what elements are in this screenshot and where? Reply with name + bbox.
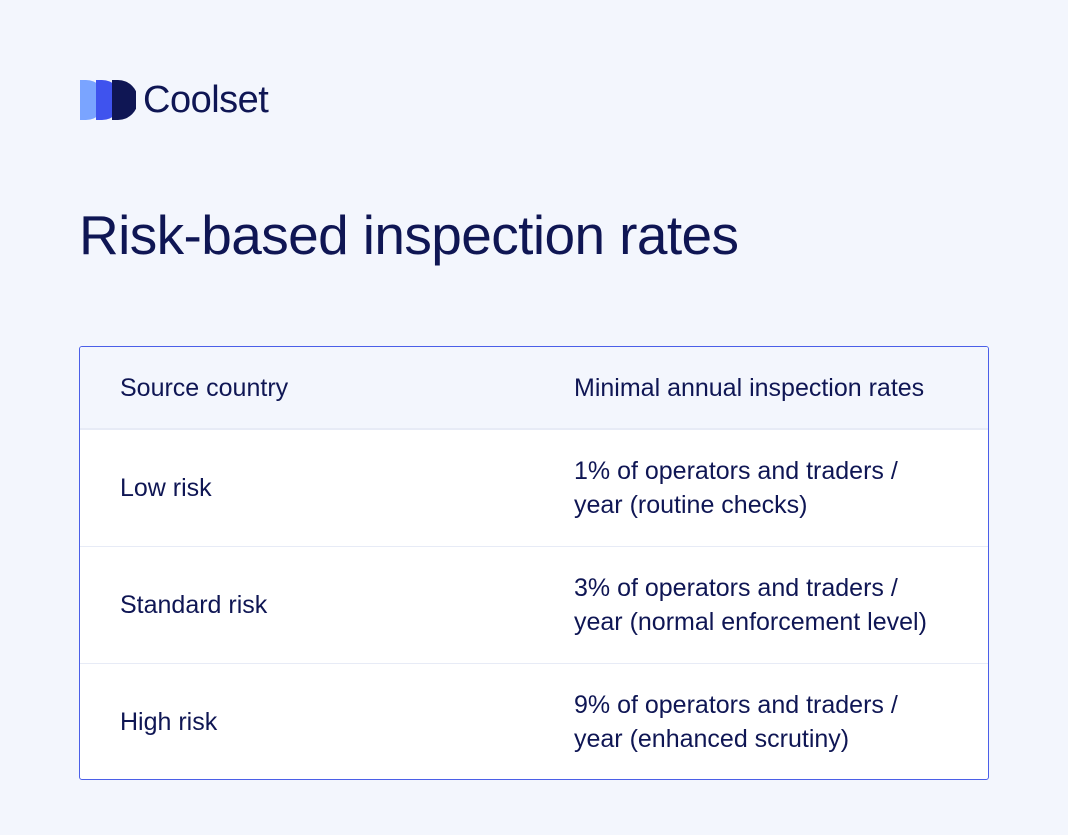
risk-level: High risk [120,708,218,736]
inspection-rate: 1% of operators and traders / year (rout… [574,454,964,522]
inspection-rate: 3% of operators and traders / year (norm… [574,571,964,639]
inspection-rate-line: 9% of operators and traders / [574,691,898,719]
page-title: Risk-based inspection rates [79,204,739,266]
inspection-rate-line: year (normal enforcement level) [574,608,927,636]
inspection-rate-line: 3% of operators and traders / [574,574,898,602]
inspection-rate-line: year (enhanced scrutiny) [574,725,850,753]
header-source-country: Source country [120,373,289,402]
risk-level: Standard risk [120,591,268,619]
coolset-logo-icon [80,80,136,120]
risk-level: Low risk [120,474,212,502]
inspection-rate-line: year (routine checks) [574,491,808,519]
brand-logo: Coolset [80,79,269,121]
inspection-rate: 9% of operators and traders / year (enha… [574,688,964,756]
table-row: Low risk 1% of operators and traders / y… [80,429,988,546]
table-header-row: Source country Minimal annual inspection… [80,347,988,429]
brand-name: Coolset [143,79,269,121]
inspection-rate-line: 1% of operators and traders / [574,457,898,485]
table-row: High risk 9% of operators and traders / … [80,663,988,779]
header-inspection-rates: Minimal annual inspection rates [574,373,925,402]
table-row: Standard risk 3% of operators and trader… [80,546,988,663]
inspection-rates-table: Source country Minimal annual inspection… [79,346,989,780]
